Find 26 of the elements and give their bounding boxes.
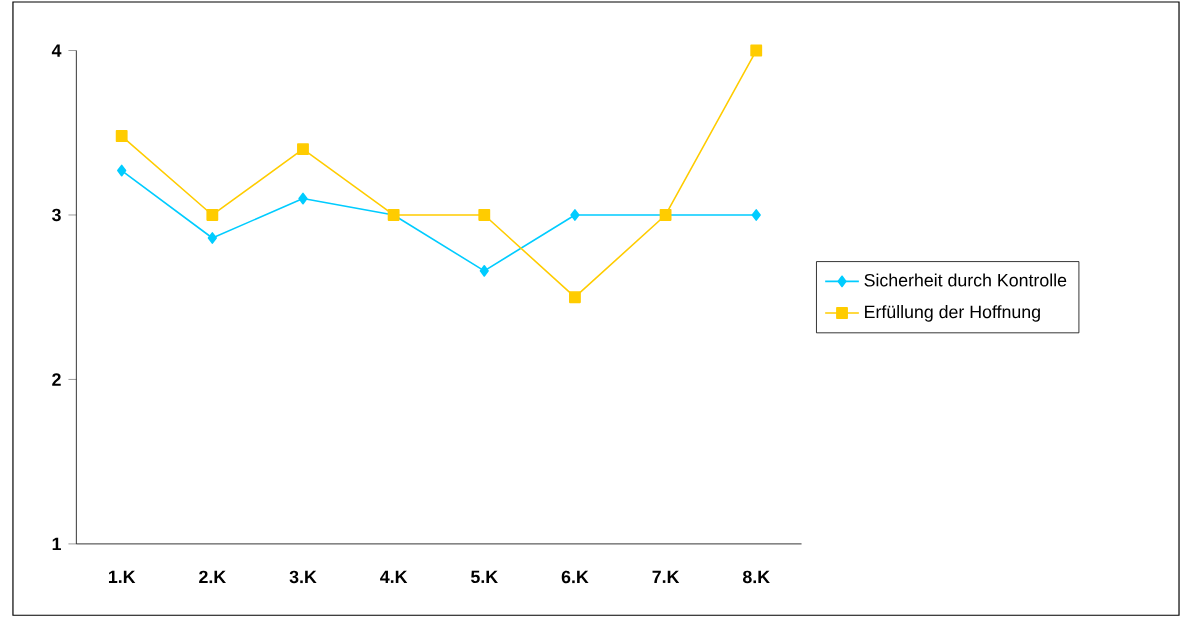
x-tick-label: 6.K [561, 570, 589, 584]
legend-label: Erfüllung der Hoffnung [865, 305, 1040, 322]
point [206, 208, 219, 221]
point [569, 291, 581, 304]
x-tick-label: 7.K [652, 570, 680, 583]
legend-label: Sicherheit durch Kontrolle [864, 273, 1067, 287]
x-tick-label: 8.K [742, 570, 770, 584]
point [115, 130, 128, 142]
point [751, 208, 761, 221]
point [297, 143, 309, 156]
point [207, 231, 217, 244]
x-tick-label: 3.K [289, 570, 317, 584]
y-tick-label: 3 [51, 208, 61, 222]
y-tick-label: 1 [52, 537, 61, 550]
x-tick-label: 5.K [471, 570, 498, 583]
y-tick-label: 2 [52, 373, 61, 386]
y-tick-label: 4 [51, 44, 62, 57]
point [478, 208, 491, 221]
point [479, 264, 489, 277]
point [750, 44, 763, 57]
x-tick-label: 2.K [199, 570, 226, 583]
x-tick-label: 4.K [380, 570, 408, 583]
point [298, 192, 308, 205]
point [117, 164, 127, 177]
point [570, 208, 580, 221]
x-tick-label: 1.K [108, 570, 136, 583]
